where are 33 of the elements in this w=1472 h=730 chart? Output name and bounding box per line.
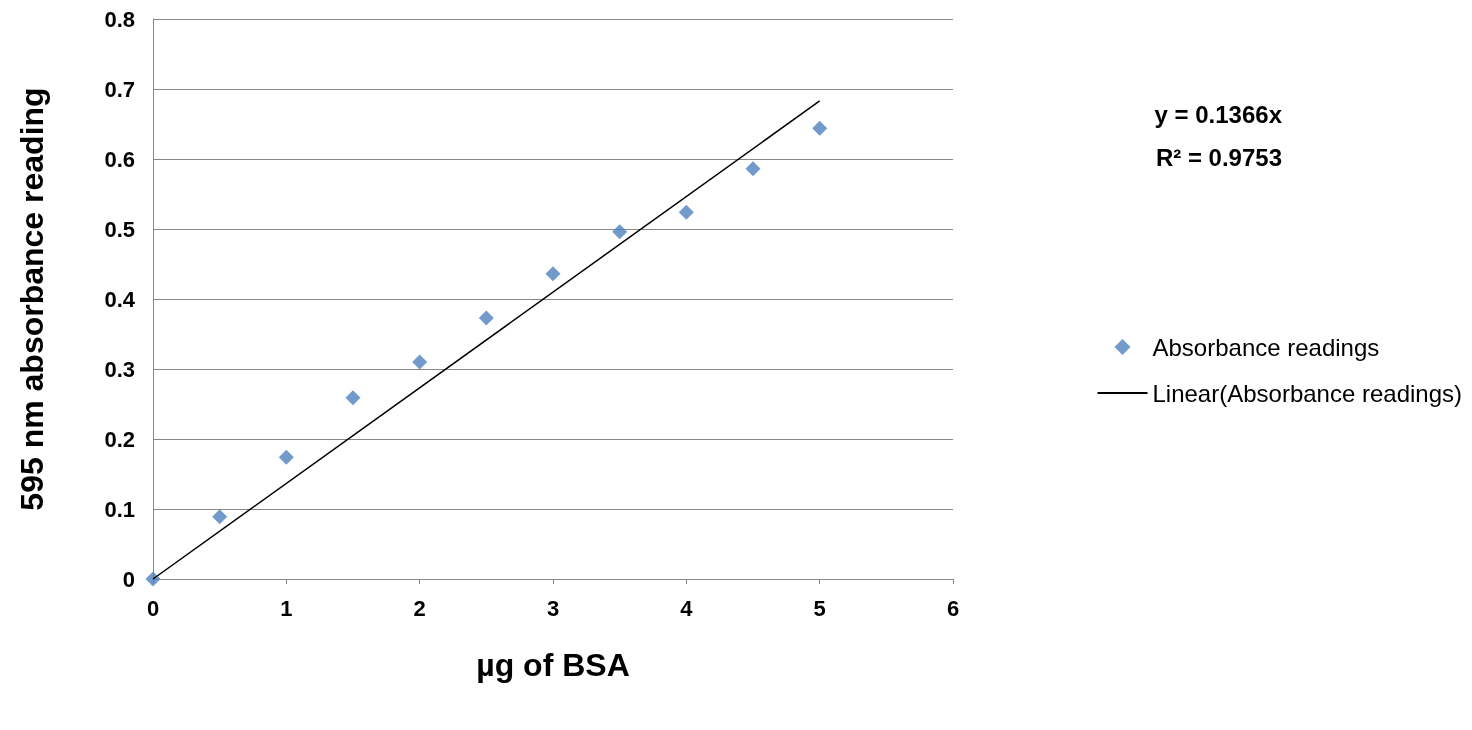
x-tick-label: 2 [413,595,426,621]
x-tick-label: 0 [146,595,160,621]
y-tick-label: 0 [122,566,135,592]
y-tick-label: 0.2 [104,426,135,452]
text: y = 0.1366x [1154,100,1283,128]
y-tick-label: 0.3 [104,356,135,382]
x-axis-title: µg of BSA [476,647,630,683]
x-tick-label: 4 [680,595,694,621]
point [278,449,294,465]
y-tick-label: 0.1 [104,496,135,522]
x-tick-label: 6 [946,595,960,621]
point [478,310,494,326]
point [345,390,361,406]
point [145,571,161,587]
y-tick-label: 0.5 [104,216,135,242]
point [745,161,761,177]
point [545,266,561,282]
x-tick-label: 3 [546,595,560,621]
y-tick-label: 0.6 [104,146,135,172]
legend-label: Absorbance readings [1152,333,1380,361]
text: R² = 0.9753 [1155,143,1283,171]
y-tick-label: 0.8 [104,6,135,32]
x-tick-label: 1 [280,595,293,621]
point [678,204,694,220]
legend-label: Linear(Absorbance readings) [1152,379,1462,407]
y-axis-title: 595 nm absorbance reading [14,87,50,511]
point [612,224,628,240]
y-tick-label: 0.7 [104,76,135,102]
point [412,354,428,370]
x-tick-label: 5 [813,595,826,621]
y-tick-label: 0.4 [104,286,136,312]
point [212,509,228,525]
point [812,120,828,136]
